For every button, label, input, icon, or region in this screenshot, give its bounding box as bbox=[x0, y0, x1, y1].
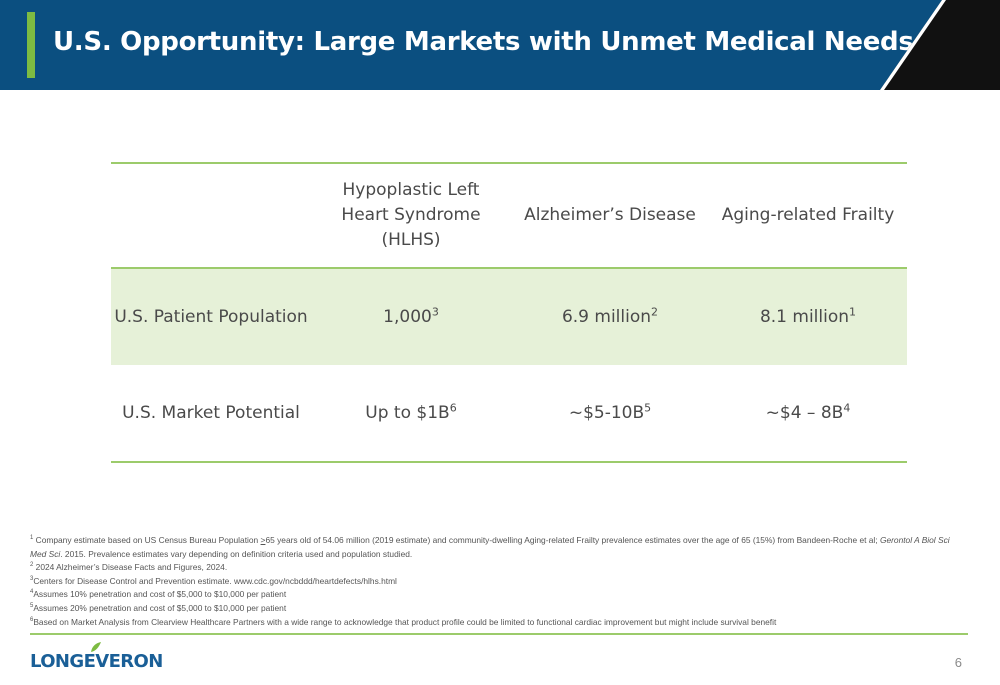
footnote-text: Assumes 10% penetration and cost of $5,0… bbox=[33, 589, 287, 600]
header-label-alzheimers: Alzheimer’s Disease bbox=[524, 205, 696, 225]
footnote-text: 65 years old of 54.06 million (2019 esti… bbox=[265, 535, 880, 545]
cell-value: 8.1 million bbox=[759, 307, 850, 327]
slide-title: U.S. Opportunity: Large Markets with Unm… bbox=[53, 27, 914, 57]
footnote-text: Based on Market Analysis from Clearview … bbox=[33, 616, 777, 627]
footnote-text: Assumes 20% penetration and cost of $5,0… bbox=[33, 602, 287, 613]
footnote-5: 5Assumes 20% penetration and cost of $5,… bbox=[30, 602, 965, 616]
leaf-icon bbox=[91, 642, 101, 652]
footnote-ref: 2 bbox=[651, 305, 659, 319]
footnotes: 1 Company estimate based on US Census Bu… bbox=[30, 534, 965, 629]
row-label: U.S. Market Potential bbox=[122, 403, 300, 423]
footnote-text: Company estimate based on US Census Bure… bbox=[33, 535, 261, 545]
footnote-ref: 6 bbox=[449, 401, 457, 415]
title-band: U.S. Opportunity: Large Markets with Unm… bbox=[0, 0, 1000, 90]
corner-decoration bbox=[880, 0, 1000, 90]
footnote-ref: 1 bbox=[849, 305, 857, 319]
footnote-marker: 5 bbox=[30, 603, 34, 610]
footnote-text: > bbox=[260, 535, 266, 545]
row-label: U.S. Patient Population bbox=[114, 307, 308, 327]
footnote-1: 1 Company estimate based on US Census Bu… bbox=[30, 534, 965, 561]
cell-value: ~$5-10B bbox=[568, 403, 645, 423]
table-cell: 1,0003 bbox=[311, 268, 511, 365]
cell-value: 6.9 million bbox=[561, 307, 652, 327]
footnote-6: 6Based on Market Analysis from Clearview… bbox=[30, 616, 965, 630]
footnote-3: 3Centers for Disease Control and Prevent… bbox=[30, 575, 965, 589]
table-cell: ~$4 – 8B4 bbox=[709, 365, 907, 462]
footnote-4: 4Assumes 10% penetration and cost of $5,… bbox=[30, 588, 965, 602]
table-cell: ~$5-10B5 bbox=[511, 365, 709, 462]
footnote-text: Centers for Disease Control and Preventi… bbox=[33, 575, 397, 586]
cell-value: ~$4 – 8B bbox=[765, 403, 844, 423]
footer-divider bbox=[30, 633, 968, 635]
header-cell-alzheimers: Alzheimer’s Disease bbox=[511, 163, 709, 268]
table-header-row: Hypoplastic Left Heart Syndrome (HLHS) A… bbox=[111, 163, 907, 268]
title-accent-bar bbox=[27, 12, 35, 78]
footnote-ref: 3 bbox=[431, 305, 439, 319]
footnote-marker: 3 bbox=[30, 575, 34, 582]
header-label-hlhs: Hypoplastic Left Heart Syndrome (HLHS) bbox=[341, 180, 481, 250]
footnote-2: 2 2024 Alzheimer’s Disease Facts and Fig… bbox=[30, 561, 965, 575]
footnote-ref: 4 bbox=[843, 401, 851, 415]
table-cell: Up to $1B6 bbox=[311, 365, 511, 462]
header-cell-hlhs: Hypoplastic Left Heart Syndrome (HLHS) bbox=[311, 163, 511, 268]
footnote-text: . 2015. Prevalence estimates vary depend… bbox=[60, 548, 413, 559]
footnote-marker: 6 bbox=[30, 616, 34, 623]
header-cell-frailty: Aging-related Frailty bbox=[709, 163, 907, 268]
table-row-patient-population: U.S. Patient Population 1,0003 6.9 milli… bbox=[111, 268, 907, 365]
logo-wordmark: LONGEVERON bbox=[30, 651, 163, 672]
footnote-marker: 1 bbox=[30, 535, 34, 542]
cell-value: 1,000 bbox=[383, 307, 432, 327]
header-label-frailty: Aging-related Frailty bbox=[721, 205, 895, 225]
footnote-marker: 4 bbox=[30, 589, 34, 596]
footnote-text: 2024 Alzheimer’s Disease Facts and Figur… bbox=[33, 562, 228, 573]
market-table: Hypoplastic Left Heart Syndrome (HLHS) A… bbox=[111, 162, 907, 463]
footnote-journal: Gerontol A Biol Sci Med Sci bbox=[30, 535, 950, 559]
cell-value: Up to $1B bbox=[365, 403, 450, 423]
table-cell: 6.9 million2 bbox=[511, 268, 709, 365]
company-logo: LONGEVERON bbox=[30, 642, 163, 673]
page-number: 6 bbox=[954, 655, 962, 670]
header-cell-empty bbox=[111, 163, 311, 268]
footnote-marker: 2 bbox=[30, 562, 34, 569]
table-cell: 8.1 million1 bbox=[709, 268, 907, 365]
footnote-ref: 5 bbox=[644, 401, 652, 415]
table-row-market-potential: U.S. Market Potential Up to $1B6 ~$5-10B… bbox=[111, 365, 907, 462]
